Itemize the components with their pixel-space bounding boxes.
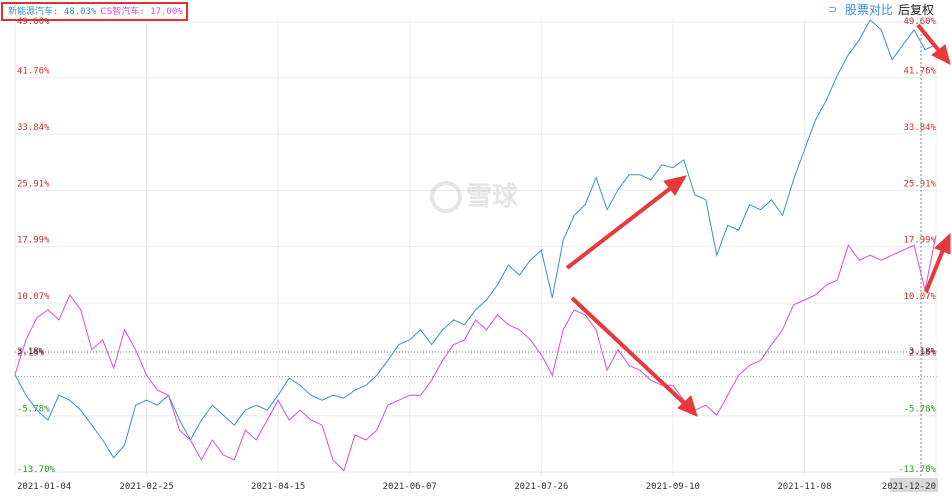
back-icon[interactable]: ⊃ [828, 3, 837, 16]
arrow-shaft [924, 249, 945, 293]
annotation-arrows [565, 23, 951, 417]
y-tick-label-right: 17.99% [903, 236, 936, 246]
y-tick-label-right: 49.60% [903, 17, 936, 27]
y-tick-label-right: -5.78% [903, 405, 936, 415]
y-tick-label-right: -13.70% [898, 465, 937, 475]
arrow-head [677, 395, 698, 417]
legend-value: 17.00% [150, 7, 183, 17]
y-tick-label: 10.07% [17, 292, 50, 302]
x-label-highlight [890, 478, 938, 492]
y-tick-label: 25.91% [17, 179, 50, 189]
x-tick-label: 2021-11-08 [777, 482, 831, 492]
x-tick-label: 2021-01-04 [17, 482, 71, 492]
legend-separator: : [53, 7, 64, 17]
y-tick-label-right: 41.76% [903, 67, 936, 77]
y-tick-label: 33.84% [17, 123, 50, 133]
arrow-head [934, 232, 951, 255]
x-tick-label: 2021-07-26 [514, 482, 568, 492]
series-line [14, 235, 937, 472]
watermark-text: 雪球 [466, 182, 519, 212]
watermark: 雪球 [430, 181, 519, 213]
reference-label-right: 3.18% [909, 347, 937, 357]
legend-highlight [1, 2, 188, 21]
x-tick-label: 2021-04-15 [251, 482, 305, 492]
y-tick-label: -13.70% [17, 465, 56, 475]
arrow-shaft [565, 185, 674, 270]
arrow-head [663, 175, 688, 196]
compare-button[interactable]: 股票对比 [845, 3, 893, 17]
arrow-shaft [570, 296, 686, 405]
legend: 新能源汽车: 48.03%CS智汽车: 17.00% [8, 5, 183, 17]
legend-name: CS智汽车 [100, 5, 139, 17]
legend-name: 新能源汽车 [8, 5, 53, 17]
grid: 49.60% 49.60% 41.76% 41.76% 33.84% 33.84% 25.9… [14, 17, 938, 492]
x-tick-label: 2021-06-07 [383, 482, 437, 492]
legend-value: 48.03% [64, 7, 97, 17]
plot [14, 19, 937, 472]
y-tick-label: 41.76% [17, 67, 50, 77]
arrow-head [931, 44, 951, 65]
y-tick-label-right: 2.15% [909, 348, 937, 358]
adjust-button[interactable]: 后复权 [898, 3, 934, 17]
watermark-logo [430, 181, 462, 213]
arrow-shaft [916, 23, 942, 54]
y-tick-label: 2.15% [17, 348, 45, 358]
y-tick-label: -5.78% [17, 405, 50, 415]
x-tick-label: 2021-09-10 [646, 482, 700, 492]
x-tick-label: 2021-02-25 [119, 482, 173, 492]
y-tick-label-right: 33.84% [903, 123, 936, 133]
y-tick-label-right: 10.07% [903, 292, 936, 302]
y-tick-label: 49.60% [17, 17, 50, 27]
y-tick-label: 17.99% [17, 236, 50, 246]
y-tick-label-right: 25.91% [903, 179, 936, 189]
reference-label: 3.18% [17, 347, 45, 357]
legend-separator: : [139, 7, 150, 17]
x-tick-label: 2021-12-20 [882, 482, 936, 492]
